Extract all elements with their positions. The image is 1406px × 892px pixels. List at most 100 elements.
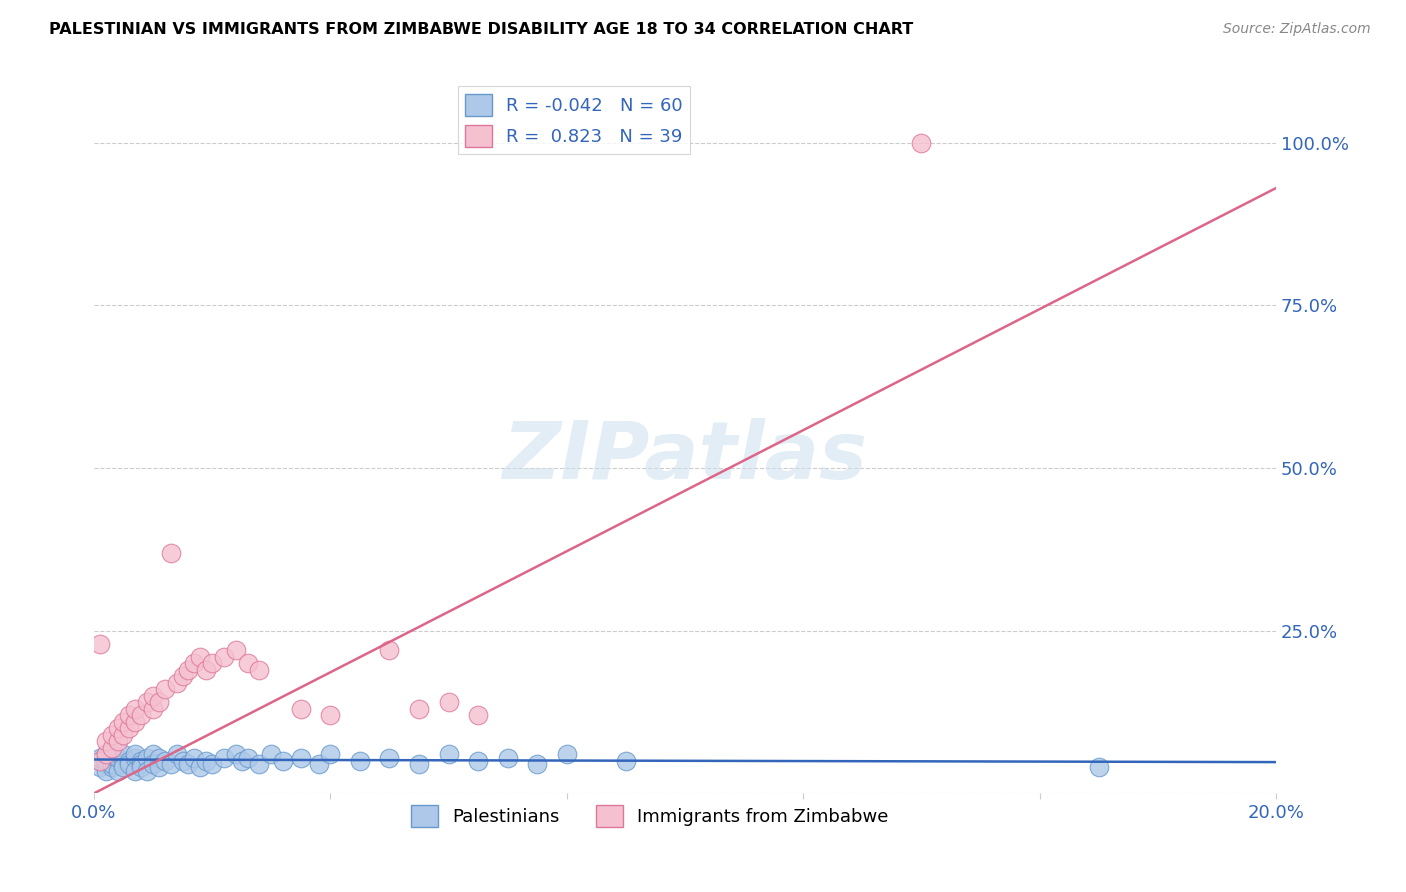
Point [153, 682, 176, 697]
Point [159, 545, 181, 559]
Point [100, 760, 122, 774]
Point [437, 747, 460, 762]
Point [148, 760, 170, 774]
Point [408, 702, 430, 716]
Point [271, 754, 294, 768]
Point [124, 764, 146, 778]
Point [136, 750, 159, 764]
Point [94, 747, 117, 762]
Point [555, 747, 578, 762]
Point [378, 750, 401, 764]
Point [107, 734, 129, 748]
Point [183, 656, 205, 670]
Point [112, 747, 135, 762]
Point [118, 757, 141, 772]
Point [195, 663, 218, 677]
Text: Source: ZipAtlas.com: Source: ZipAtlas.com [1223, 22, 1371, 37]
Point [308, 757, 330, 772]
Point [159, 757, 181, 772]
Point [124, 714, 146, 729]
Point [231, 754, 253, 768]
Point [136, 764, 159, 778]
Point [172, 669, 194, 683]
Point [100, 750, 122, 764]
Point [118, 708, 141, 723]
Point [107, 754, 129, 768]
Point [129, 754, 152, 768]
Point [249, 663, 271, 677]
Point [142, 747, 165, 762]
Point [166, 747, 188, 762]
Point [129, 757, 152, 772]
Point [94, 757, 117, 772]
Point [153, 754, 176, 768]
Point [467, 754, 489, 768]
Point [349, 754, 371, 768]
Point [89, 754, 111, 768]
Point [148, 695, 170, 709]
Text: ZIPatlas: ZIPatlas [502, 417, 868, 496]
Point [100, 757, 122, 772]
Point [129, 760, 152, 774]
Point [107, 721, 129, 735]
Point [526, 757, 548, 772]
Point [212, 750, 235, 764]
Point [112, 757, 135, 772]
Point [100, 747, 122, 762]
Point [1087, 760, 1109, 774]
Point [136, 695, 159, 709]
Point [94, 764, 117, 778]
Point [124, 702, 146, 716]
Point [195, 754, 218, 768]
Point [142, 689, 165, 703]
Point [124, 747, 146, 762]
Point [319, 708, 342, 723]
Point [225, 643, 247, 657]
Point [100, 728, 122, 742]
Point [910, 136, 932, 150]
Point [212, 649, 235, 664]
Point [89, 637, 111, 651]
Point [236, 656, 259, 670]
Point [142, 757, 165, 772]
Point [614, 754, 637, 768]
Point [177, 757, 200, 772]
Point [124, 750, 146, 764]
Point [89, 754, 111, 768]
Point [148, 750, 170, 764]
Point [188, 649, 211, 664]
Point [290, 702, 312, 716]
Point [172, 754, 194, 768]
Point [107, 764, 129, 778]
Point [89, 760, 111, 774]
Point [100, 740, 122, 755]
Point [166, 675, 188, 690]
Point [107, 750, 129, 764]
Text: PALESTINIAN VS IMMIGRANTS FROM ZIMBABWE DISABILITY AGE 18 TO 34 CORRELATION CHAR: PALESTINIAN VS IMMIGRANTS FROM ZIMBABWE … [49, 22, 914, 37]
Point [496, 750, 519, 764]
Point [129, 708, 152, 723]
Point [94, 734, 117, 748]
Point [290, 750, 312, 764]
Point [225, 747, 247, 762]
Point [408, 757, 430, 772]
Point [112, 728, 135, 742]
Point [201, 656, 224, 670]
Point [112, 760, 135, 774]
Point [94, 754, 117, 768]
Point [260, 747, 283, 762]
Point [94, 747, 117, 762]
Point [249, 757, 271, 772]
Point [183, 750, 205, 764]
Point [188, 760, 211, 774]
Point [118, 721, 141, 735]
Point [319, 747, 342, 762]
Legend: Palestinians, Immigrants from Zimbabwe: Palestinians, Immigrants from Zimbabwe [404, 798, 896, 834]
Point [201, 757, 224, 772]
Point [437, 695, 460, 709]
Point [112, 714, 135, 729]
Point [378, 643, 401, 657]
Point [89, 750, 111, 764]
Point [236, 750, 259, 764]
Point [467, 708, 489, 723]
